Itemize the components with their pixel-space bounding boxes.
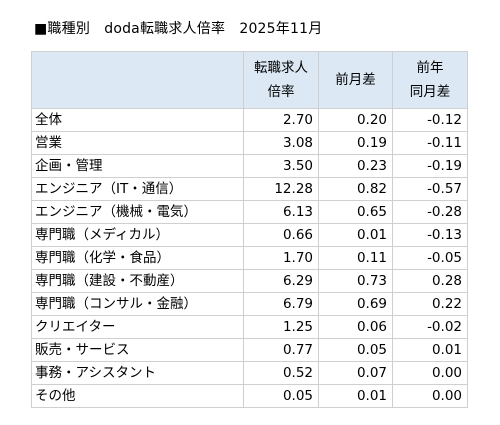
row-yoy: -0.57	[392, 177, 468, 201]
yoy-header-line1: 前年	[416, 60, 444, 76]
row-yoy: -0.12	[392, 108, 468, 132]
row-category: 専門職（メディカル）	[31, 223, 244, 247]
row-category: 事務・アシスタント	[31, 361, 244, 385]
table-row: 専門職（メディカル） 0.66 0.01 -0.13	[31, 223, 468, 247]
page-title: ■職種別 doda転職求人倍率 2025年11月	[34, 21, 323, 37]
row-yoy: 0.01	[392, 338, 468, 362]
table-row: その他 0.05 0.01 0.00	[31, 384, 468, 408]
row-category: クリエイター	[31, 315, 244, 339]
row-ratio: 6.79	[243, 292, 319, 316]
row-mom: 0.82	[318, 177, 393, 201]
row-yoy: 0.22	[392, 292, 468, 316]
table-row: 専門職（建設・不動産） 6.29 0.73 0.28	[31, 269, 468, 293]
row-yoy: -0.11	[392, 131, 468, 155]
yoy-header-line2: 同月差	[409, 84, 451, 100]
table-row: 全体 2.70 0.20 -0.12	[31, 108, 468, 132]
row-category: エンジニア（IT・通信）	[31, 177, 244, 201]
row-ratio: 12.28	[243, 177, 319, 201]
row-yoy: -0.28	[392, 200, 468, 224]
table-header-row: 転職求人倍率 前月差 前年同月差	[31, 51, 468, 109]
row-mom: 0.05	[318, 338, 393, 362]
row-ratio: 1.25	[243, 315, 319, 339]
yoy-column-header: 前年 同月差	[392, 51, 468, 109]
table-row: 事務・アシスタント 0.52 0.07 0.00	[31, 361, 468, 385]
row-yoy: -0.19	[392, 154, 468, 178]
row-yoy: 0.00	[392, 361, 468, 385]
row-mom: 0.23	[318, 154, 393, 178]
category-column-header	[31, 51, 244, 109]
row-ratio: 0.05	[243, 384, 319, 408]
job-ratio-table: 転職求人倍率 前月差 前年同月差 全体 2.70 0.20 -0.12 営業 3…	[31, 51, 468, 408]
row-ratio: 6.29	[243, 269, 319, 293]
row-ratio: 0.66	[243, 223, 319, 247]
row-category: 販売・サービス	[31, 338, 244, 362]
row-category: 全体	[31, 108, 244, 132]
row-category: 専門職（建設・不動産）	[31, 269, 244, 293]
row-mom: 0.65	[318, 200, 393, 224]
row-mom: 0.06	[318, 315, 393, 339]
table-row: 専門職（コンサル・金融） 6.79 0.69 0.22	[31, 292, 468, 316]
row-yoy: 0.28	[392, 269, 468, 293]
row-yoy: -0.13	[392, 223, 468, 247]
row-ratio: 0.52	[243, 361, 319, 385]
row-ratio: 3.08	[243, 131, 319, 155]
row-mom: 0.20	[318, 108, 393, 132]
row-category: その他	[31, 384, 244, 408]
table-row: エンジニア（IT・通信） 12.28 0.82 -0.57	[31, 177, 468, 201]
table-row: 販売・サービス 0.77 0.05 0.01	[31, 338, 468, 362]
mom-column-header: 前月差	[318, 51, 393, 109]
row-ratio: 6.13	[243, 200, 319, 224]
ratio-header-line1: 転職求人	[254, 60, 308, 76]
table-row: 専門職（化学・食品） 1.70 0.11 -0.05	[31, 246, 468, 270]
row-ratio: 0.77	[243, 338, 319, 362]
row-ratio: 3.50	[243, 154, 319, 178]
row-mom: 0.69	[318, 292, 393, 316]
ratio-column-header: 転職求人 倍率	[243, 51, 319, 109]
table-row: クリエイター 1.25 0.06 -0.02	[31, 315, 468, 339]
table-row: 営業 3.08 0.19 -0.11	[31, 131, 468, 155]
row-mom: 0.73	[318, 269, 393, 293]
row-category: エンジニア（機械・電気）	[31, 200, 244, 224]
row-mom: 0.07	[318, 361, 393, 385]
ratio-header-line2: 倍率	[267, 84, 295, 100]
row-category: 専門職（化学・食品）	[31, 246, 244, 270]
table-row: 企画・管理 3.50 0.23 -0.19	[31, 154, 468, 178]
table-row: エンジニア（機械・電気） 6.13 0.65 -0.28	[31, 200, 468, 224]
row-ratio: 2.70	[243, 108, 319, 132]
row-mom: 0.19	[318, 131, 393, 155]
row-yoy: 0.00	[392, 384, 468, 408]
row-ratio: 1.70	[243, 246, 319, 270]
row-yoy: -0.05	[392, 246, 468, 270]
row-mom: 0.01	[318, 223, 393, 247]
row-yoy: -0.02	[392, 315, 468, 339]
row-mom: 0.11	[318, 246, 393, 270]
row-category: 営業	[31, 131, 244, 155]
row-mom: 0.01	[318, 384, 393, 408]
row-category: 企画・管理	[31, 154, 244, 178]
row-category: 専門職（コンサル・金融）	[31, 292, 244, 316]
